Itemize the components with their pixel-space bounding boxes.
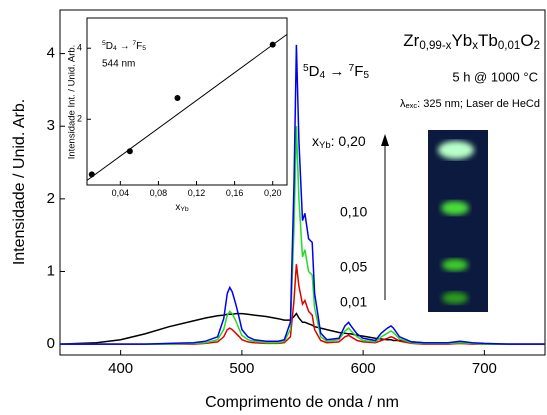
inset-wavelength: 544 nm [102,59,135,70]
photo-glow [442,259,468,271]
fit-line [86,33,288,181]
text-part: Tb [478,31,498,50]
x-tick-label: 500 [229,360,254,377]
arrow-head [381,134,389,146]
text-part: 5 [102,40,106,47]
text-part: 5 [142,45,146,52]
text-part: Yb [180,206,189,213]
formula: Zr0,99-xYbxTb0,01O2 [403,31,540,51]
text-part: Yb [319,140,331,151]
transition-label: 5D4 → 7F5 [303,63,369,81]
x-tick-label: 600 [351,360,376,377]
text-part: 2 [534,40,540,52]
series-label: 0,01 [340,294,367,310]
y-axis-label: Intensidade / Unid. Arb. [11,99,28,265]
x-tick-label: 700 [472,360,497,377]
text-part: exc [405,101,417,110]
text-part: x [312,133,319,149]
treatment: 5 h @ 1000 °C [452,69,538,84]
spectrum-line [59,312,545,345]
data-point [269,41,276,48]
spectrum-line [60,126,545,345]
text-part: D [106,41,113,52]
inset-x-label: xYb [175,202,189,213]
y-tick-label: 3 [47,117,55,134]
x-axis-label: Comprimento de onda / nm [205,394,399,411]
y-tick-label: 4 [47,45,55,62]
data-point [174,94,181,101]
photo-glow [441,201,469,215]
sample-photo [428,130,488,312]
series-label: 0,05 [340,259,367,275]
data-point [126,148,133,155]
text-part: F [136,41,142,52]
series-label: 0,10 [340,204,367,220]
inset-y-label: Intensidade Int. / Unid. Arb. [67,45,78,160]
y-tick-label: 0 [47,335,55,352]
text-part: 7 [132,40,136,47]
text-part: → [325,63,348,80]
y-tick-label: 1 [47,262,55,279]
x-tick-label: 0,16 [226,188,244,198]
plot-frame [59,9,546,356]
text-part: x [472,40,478,52]
text-part: : 325 nm; Laser de HeCd [417,98,540,110]
x-tick-label: 400 [108,360,133,377]
data-point [88,171,95,178]
text-part: → [117,41,133,52]
x-tick-label: 0,04 [112,188,130,198]
text-part: 5 [303,63,309,74]
series-label: xYb: 0,20 [312,133,366,151]
x-tick-label: 0,20 [264,188,282,198]
text-part: 0,99-x [419,40,451,52]
text-part: : [331,133,339,149]
spectrum-line [60,264,545,345]
text-part: x [175,202,180,213]
text-part: Zr [403,31,419,50]
text-part: 7 [349,63,355,74]
photo-glow [438,141,474,159]
y-tick-label: 2 [47,190,55,207]
text-part: 4 [113,45,117,52]
inset-transition: 5D4 → 7F5 [102,40,146,52]
x-tick-label: 0,08 [150,188,168,198]
text-part: 5 [363,70,369,81]
spectrum-line [60,44,545,345]
text-part: 4 [320,70,326,81]
x-tick-label: 0,12 [188,188,206,198]
text-part: 0,20 [338,133,365,149]
plot-frame [86,17,288,186]
photo-glow [442,292,468,304]
text-part: Yb [451,31,472,50]
y-tick-label: 4 [77,43,82,53]
text-part: λ [400,98,406,110]
text-part: D [309,63,320,80]
text-part: 0,01 [498,40,520,52]
text-part: F [354,63,363,80]
text-part: O [520,31,533,50]
y-tick-label: 2 [77,114,82,124]
excitation: λexc: 325 nm; Laser de HeCd [400,98,540,110]
